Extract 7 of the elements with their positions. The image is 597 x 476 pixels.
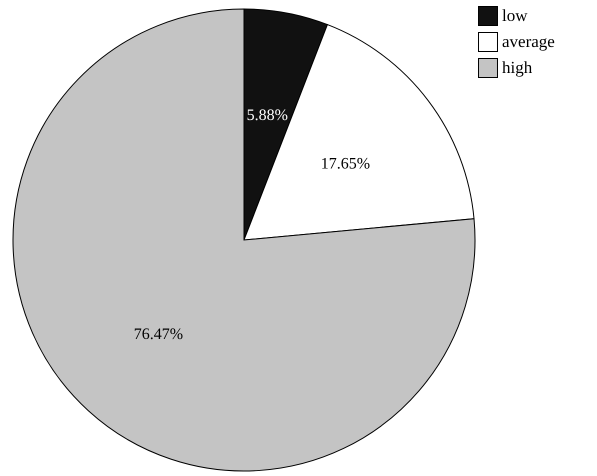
data-label: 5.88% — [246, 107, 288, 124]
legend-label: low — [502, 6, 528, 25]
pie-slice — [12, 8, 476, 472]
legend-label: average — [502, 32, 555, 51]
data-label: 17.65% — [320, 155, 370, 172]
data-label: 76.47% — [134, 326, 184, 343]
legend-label: high — [502, 58, 533, 77]
